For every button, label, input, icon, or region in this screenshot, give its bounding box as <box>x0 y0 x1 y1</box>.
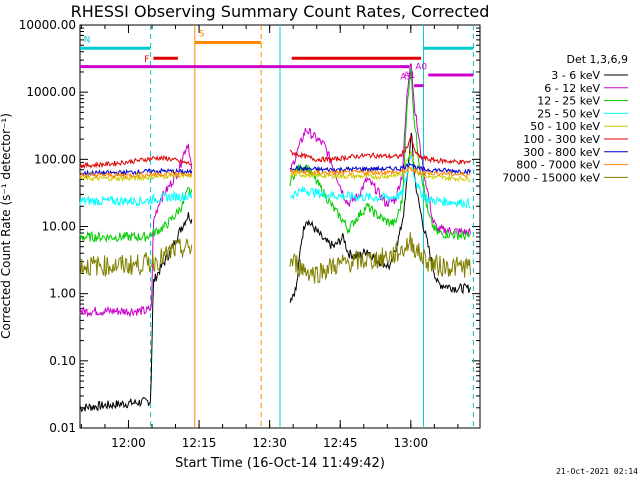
x-axis-label: Start Time (16-Oct-14 11:49:42) <box>175 456 385 471</box>
legend-label: 25 - 50 keV <box>537 107 600 120</box>
mode-bar-label: N <box>84 35 91 45</box>
legend-label: 800 - 7000 keV <box>516 159 600 172</box>
x-tick-label: 12:15 <box>182 436 217 450</box>
x-tick-label: 12:30 <box>252 436 287 450</box>
y-tick-label: 100.00 <box>34 152 76 166</box>
x-tick-label: 13:00 <box>394 436 429 450</box>
mode-bar-label: F <box>144 55 149 65</box>
mode-bar-label: A3 <box>400 73 412 83</box>
series-line-8 <box>79 166 471 179</box>
attenuator-label: A0 <box>415 63 427 73</box>
y-tick-label: 0.01 <box>49 421 76 435</box>
x-tick-label: 12:00 <box>111 436 146 450</box>
legend-label: 12 - 25 keV <box>537 95 600 108</box>
annotation-layer <box>80 25 474 428</box>
y-tick-label: 1.00 <box>49 287 76 301</box>
mode-bar-label: S <box>199 29 205 39</box>
attenuator-label: A1 <box>403 71 415 81</box>
y-tick-label: 0.10 <box>49 354 76 368</box>
y-tick-label: 1000.00 <box>26 85 76 99</box>
y-tick-label: 10000.00 <box>19 18 76 32</box>
chart-title: RHESSI Observing Summary Count Rates, Co… <box>71 2 490 21</box>
legend-label: 3 - 6 keV <box>551 69 600 82</box>
date-stamp: 21-Oct-2021 02:14 <box>556 467 638 476</box>
series-line-3 <box>79 68 471 244</box>
series-layer <box>79 63 471 413</box>
series-line-5 <box>79 149 471 183</box>
legend-label: 100 - 300 keV <box>523 133 600 146</box>
y-tick-label: 10.00 <box>42 220 76 234</box>
legend-label: 6 - 12 keV <box>544 82 600 95</box>
legend-label: 50 - 100 keV <box>530 120 600 133</box>
axis-layer: 10000.00 1000.00 100.00 10.00 1.00 0.10 0.01 12… <box>19 18 480 450</box>
series-line-6 <box>79 135 471 170</box>
series-line-9 <box>79 232 471 284</box>
series-line-2 <box>79 63 471 318</box>
series-line-7 <box>79 162 471 177</box>
legend-label: 7000 - 15000 keV <box>502 171 600 184</box>
y-axis-label: Corrected Count Rate (s⁻¹ detector⁻¹) <box>0 113 13 339</box>
x-tick-label: 12:45 <box>323 436 358 450</box>
legend-label: 300 - 800 keV <box>523 146 600 159</box>
legend-title: Det 1,3,6,9 <box>566 53 628 66</box>
series-line-4 <box>79 153 471 209</box>
